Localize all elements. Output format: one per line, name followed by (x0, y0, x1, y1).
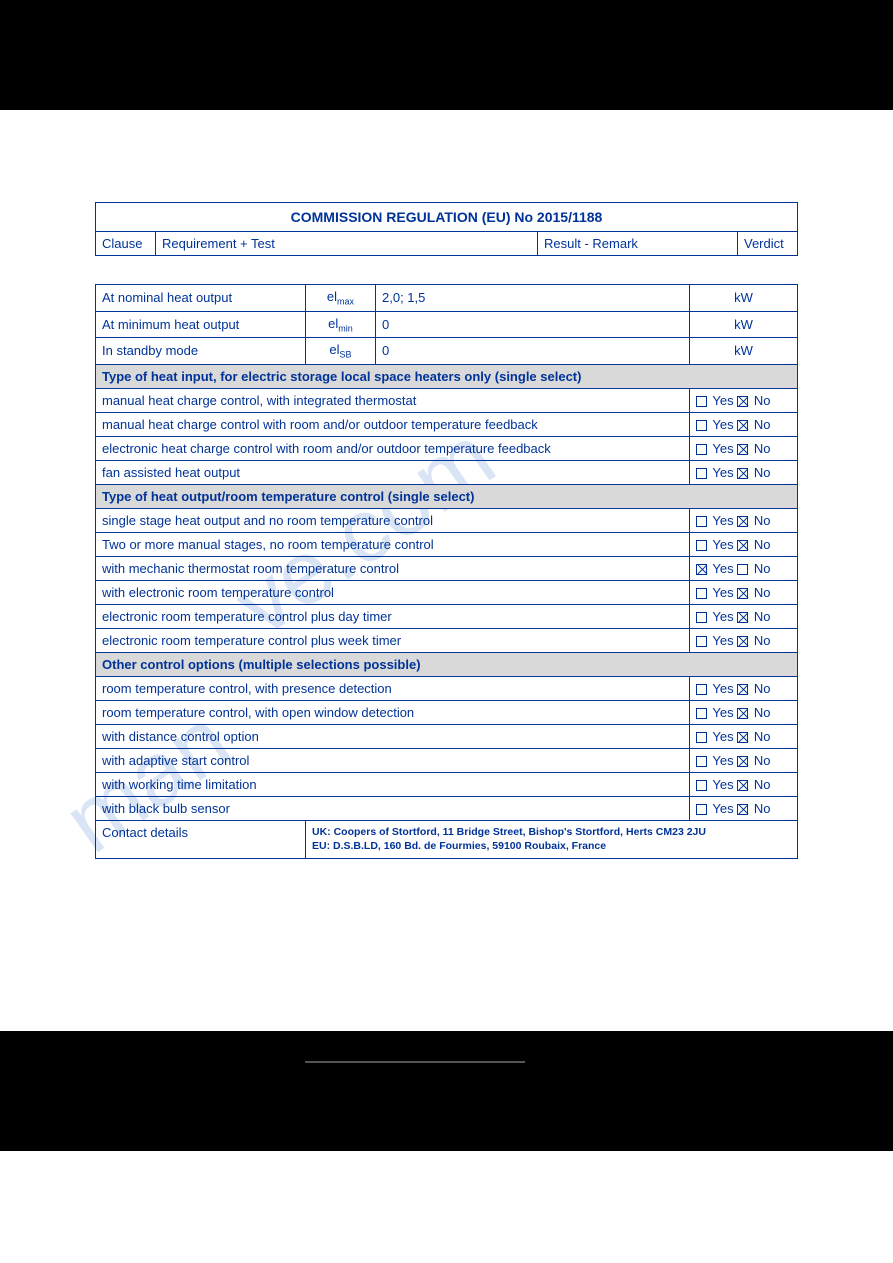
checkbox-icon (696, 564, 707, 575)
option-yes-no: Yes No (690, 604, 798, 628)
option-label: room temperature control, with presence … (96, 676, 690, 700)
checkbox-icon (737, 804, 748, 815)
option-label: electronic room temperature control plus… (96, 604, 690, 628)
checkbox-icon (737, 564, 748, 575)
checkbox-icon (737, 396, 748, 407)
option-label: with adaptive start control (96, 748, 690, 772)
option-yes-no: Yes No (690, 388, 798, 412)
option-yes-no: Yes No (690, 700, 798, 724)
option-label: with mechanic thermostat room temperatur… (96, 556, 690, 580)
checkbox-icon (696, 732, 707, 743)
option-label: manual heat charge control with room and… (96, 412, 690, 436)
option-yes-no: Yes No (690, 508, 798, 532)
checkbox-icon (737, 636, 748, 647)
data-row-label: At minimum heat output (96, 311, 306, 338)
data-row-label: At nominal heat output (96, 285, 306, 312)
bottom-black-bar (0, 1031, 893, 1151)
option-label: with working time limitation (96, 772, 690, 796)
checkbox-icon (696, 780, 707, 791)
option-yes-no: Yes No (690, 772, 798, 796)
checkbox-icon (737, 780, 748, 791)
option-yes-no: Yes No (690, 436, 798, 460)
checkbox-icon (737, 540, 748, 551)
data-row-value: 0 (376, 311, 690, 338)
col-verdict: Verdict (738, 232, 798, 256)
option-label: with electronic room temperature control (96, 580, 690, 604)
checkbox-icon (737, 588, 748, 599)
option-label: electronic heat charge control with room… (96, 436, 690, 460)
option-label: fan assisted heat output (96, 460, 690, 484)
checkbox-icon (737, 516, 748, 527)
data-row-label: In standby mode (96, 338, 306, 365)
option-yes-no: Yes No (690, 724, 798, 748)
col-result: Result - Remark (538, 232, 738, 256)
regulation-title: COMMISSION REGULATION (EU) No 2015/1188 (96, 203, 798, 232)
col-requirement: Requirement + Test (156, 232, 538, 256)
data-row-value: 0 (376, 338, 690, 365)
option-label: manual heat charge control, with integra… (96, 388, 690, 412)
option-label: with black bulb sensor (96, 796, 690, 820)
contact-label: Contact details (96, 820, 306, 858)
checkbox-icon (737, 420, 748, 431)
checkbox-icon (737, 684, 748, 695)
option-yes-no: Yes No (690, 676, 798, 700)
option-yes-no: Yes No (690, 412, 798, 436)
data-row-value: 2,0; 1,5 (376, 285, 690, 312)
data-row-symbol: elSB (306, 338, 376, 365)
data-row-unit: kW (690, 338, 798, 365)
checkbox-icon (737, 444, 748, 455)
requirements-table: At nominal heat outputelmax2,0; 1,5kW At … (95, 284, 798, 859)
section-header: Type of heat input, for electric storage… (96, 364, 798, 388)
option-yes-no: Yes No (690, 460, 798, 484)
checkbox-icon (696, 540, 707, 551)
top-black-bar (0, 0, 893, 110)
regulation-header-table: COMMISSION REGULATION (EU) No 2015/1188 … (95, 202, 798, 256)
checkbox-icon (737, 756, 748, 767)
option-label: electronic room temperature control plus… (96, 628, 690, 652)
checkbox-icon (696, 588, 707, 599)
checkbox-icon (737, 732, 748, 743)
checkbox-icon (696, 612, 707, 623)
contact-details: UK: Coopers of Stortford, 11 Bridge Stre… (306, 820, 798, 858)
option-yes-no: Yes No (690, 532, 798, 556)
checkbox-icon (696, 636, 707, 647)
option-yes-no: Yes No (690, 748, 798, 772)
option-label: Two or more manual stages, no room tempe… (96, 532, 690, 556)
checkbox-icon (696, 468, 707, 479)
checkbox-icon (696, 444, 707, 455)
checkbox-icon (737, 468, 748, 479)
checkbox-icon (696, 708, 707, 719)
checkbox-icon (696, 516, 707, 527)
checkbox-icon (696, 756, 707, 767)
option-yes-no: Yes No (690, 628, 798, 652)
option-label: with distance control option (96, 724, 690, 748)
option-label: single stage heat output and no room tem… (96, 508, 690, 532)
section-header: Other control options (multiple selectio… (96, 652, 798, 676)
checkbox-icon (696, 684, 707, 695)
checkbox-icon (737, 612, 748, 623)
option-yes-no: Yes No (690, 580, 798, 604)
data-row-unit: kW (690, 285, 798, 312)
option-yes-no: Yes No (690, 796, 798, 820)
checkbox-icon (696, 420, 707, 431)
data-row-symbol: elmax (306, 285, 376, 312)
checkbox-icon (696, 804, 707, 815)
data-row-symbol: elmin (306, 311, 376, 338)
col-clause: Clause (96, 232, 156, 256)
option-yes-no: Yes No (690, 556, 798, 580)
option-label: room temperature control, with open wind… (96, 700, 690, 724)
checkbox-icon (737, 708, 748, 719)
data-row-unit: kW (690, 311, 798, 338)
checkbox-icon (696, 396, 707, 407)
section-header: Type of heat output/room temperature con… (96, 484, 798, 508)
